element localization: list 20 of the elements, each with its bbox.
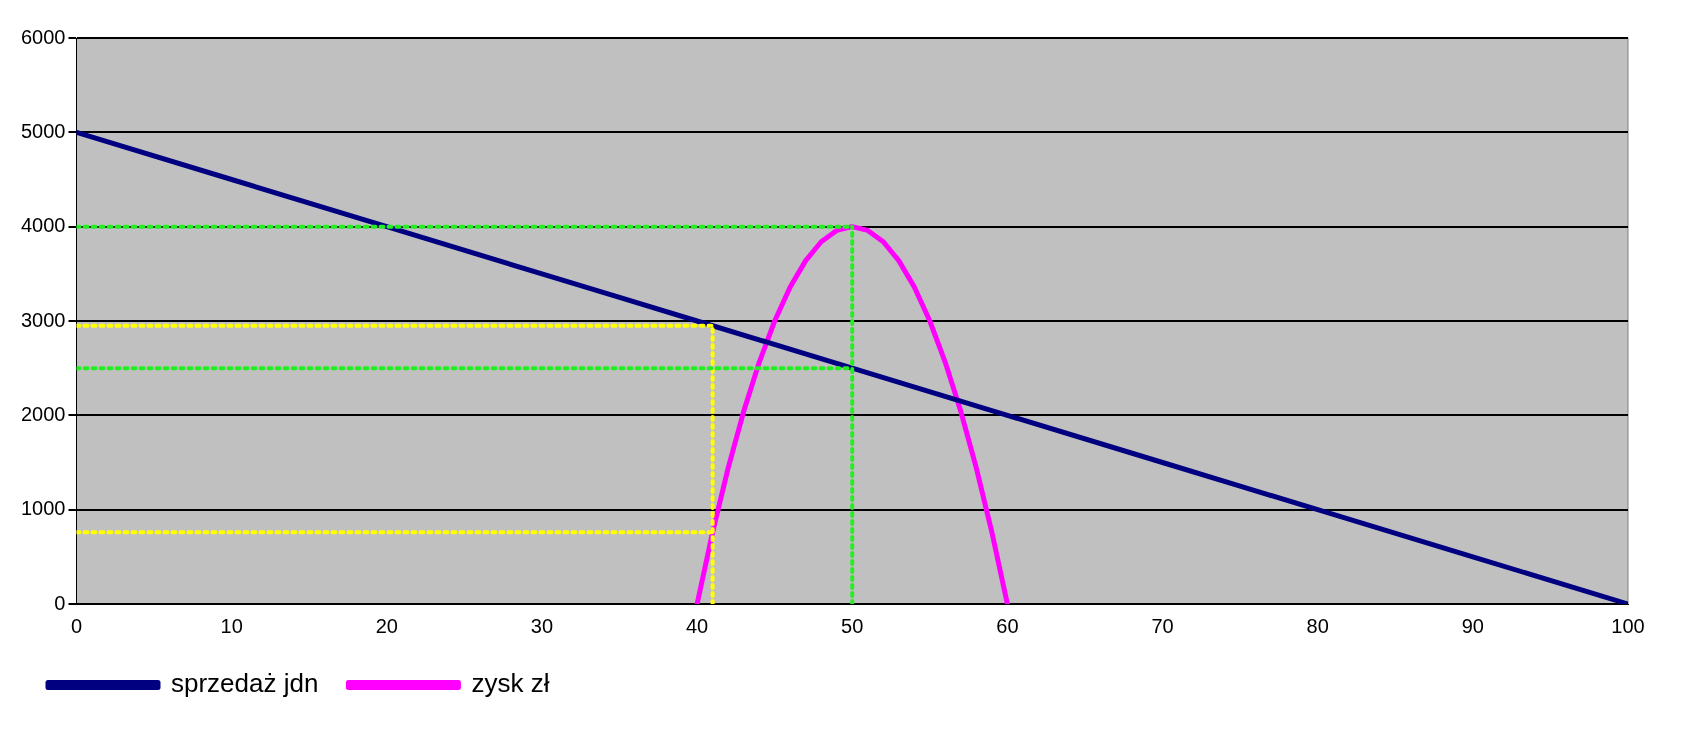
y-tick-label: 1000 <box>20 497 66 520</box>
legend-label: sprzedaż jdn <box>171 668 319 699</box>
x-tick-label: 90 <box>1461 614 1484 637</box>
x-tick-label: 40 <box>685 614 709 637</box>
y-tick-label: 2000 <box>20 402 66 425</box>
x-tick-label: 50 <box>841 614 864 637</box>
x-tick-label: 30 <box>530 614 554 637</box>
legend-label: zysk zł <box>471 668 550 699</box>
y-tick-label: 6000 <box>20 25 66 48</box>
y-tick-label: 3000 <box>20 308 66 331</box>
x-tick-label: 20 <box>375 614 398 637</box>
x-tick-label: 0 <box>70 614 83 637</box>
x-tick-label: 80 <box>1306 614 1329 637</box>
x-tick-label: 60 <box>996 614 1019 637</box>
y-tick-label: 0 <box>54 591 66 614</box>
y-tick-label: 4000 <box>20 214 66 237</box>
y-tick-label: 5000 <box>20 119 66 142</box>
x-tick-label: 70 <box>1151 614 1174 637</box>
x-tick-label: 10 <box>220 614 243 637</box>
x-tick-label: 100 <box>1611 614 1645 637</box>
